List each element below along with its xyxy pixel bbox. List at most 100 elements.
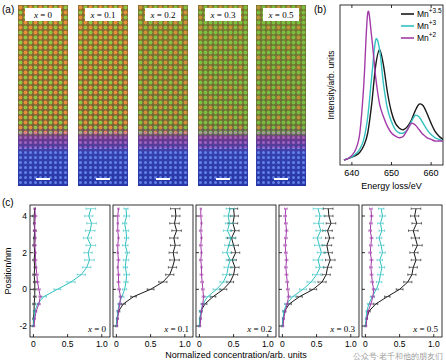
x-tick — [282, 334, 283, 337]
scale-bar — [96, 178, 110, 180]
x-tick — [433, 334, 434, 337]
map-film — [18, 5, 68, 135]
map-interface — [198, 132, 248, 150]
x-tick-label: 0.5 — [311, 339, 323, 349]
figure: (a) x = 0 x = 0.1 x = 0.2 x = 0.3 x = 0.5 (b) 6… — [0, 0, 446, 363]
value-text: = 0 — [92, 324, 107, 334]
y-tick — [30, 252, 33, 253]
map-interface — [138, 132, 188, 150]
scale-bar — [156, 178, 170, 180]
x-axis-title: Energy loss/eV — [361, 181, 422, 191]
x-tick — [33, 334, 34, 337]
scale-bar — [216, 178, 230, 180]
value-text: = 0.5 — [417, 324, 438, 334]
plot-frame — [113, 205, 193, 337]
map-label-box — [85, 8, 121, 21]
plot-area — [33, 207, 97, 327]
map-label-box — [205, 8, 241, 21]
panel-annotation: x = 0.2 — [246, 324, 272, 334]
plot-area — [116, 207, 182, 327]
legend-swatch — [401, 13, 414, 15]
map-film — [78, 5, 128, 135]
y-tick — [362, 289, 365, 290]
x-tick — [351, 5, 352, 8]
profile-line — [282, 209, 331, 326]
map-substrate — [198, 148, 248, 186]
plot-frame — [196, 205, 276, 337]
profile-line — [199, 209, 235, 326]
y-tick-label: 0 — [22, 284, 27, 294]
value-text: = 0.2 — [155, 10, 176, 20]
panel-label: (b) — [314, 4, 326, 15]
map-label: x = 0.5 — [268, 10, 294, 20]
x-tick-label: 1.0 — [262, 339, 274, 349]
map-interface — [18, 132, 68, 150]
y-tick — [196, 252, 199, 253]
profile-line — [365, 209, 417, 326]
map-base — [78, 5, 128, 186]
panel-label: (a) — [2, 4, 14, 15]
x-tick-label: 640 — [344, 168, 359, 178]
x-tick-label: 0 — [280, 339, 285, 349]
profile-line — [366, 209, 374, 326]
x-tick — [391, 5, 392, 8]
value-text: = 0.2 — [251, 324, 272, 334]
profile-line — [282, 209, 321, 326]
x-tick — [431, 162, 432, 165]
x-tick — [67, 334, 68, 337]
profile-line — [116, 209, 127, 326]
y-tick-label: 2 — [22, 248, 27, 258]
map-substrate — [78, 148, 128, 186]
x-tick — [399, 334, 400, 337]
x-tick — [267, 334, 268, 337]
plot-area — [282, 207, 336, 327]
x-tick-label: 0 — [114, 339, 119, 349]
x-tick-label: 0.5 — [394, 339, 406, 349]
x-tick-label: 0.5 — [145, 339, 157, 349]
profile-line — [365, 209, 382, 326]
y-tick — [279, 252, 282, 253]
x-tick — [150, 334, 151, 337]
y-tick — [362, 216, 365, 217]
profile-line — [283, 209, 288, 326]
profile-line — [33, 209, 91, 326]
y-tick-label: 4 — [22, 211, 27, 221]
value-text: = 0.1 — [168, 324, 189, 334]
map-film — [256, 5, 306, 135]
x-tick-label: 650 — [384, 168, 399, 178]
x-tick — [351, 162, 352, 165]
legend-superscript: +3 — [429, 19, 437, 26]
x-tick-label: 660 — [424, 168, 439, 178]
panel-annotation: x = 0.1 — [163, 324, 189, 334]
legend-superscript: +3.5 — [429, 7, 442, 14]
profile-line — [34, 209, 40, 326]
plot-frame — [279, 205, 359, 337]
map-substrate — [18, 148, 68, 186]
panel-annotation: x = 0.5 — [412, 324, 438, 334]
legend-swatch — [401, 25, 414, 27]
map-label: x = 0.3 — [210, 10, 236, 20]
plot-frame — [340, 5, 443, 165]
panel-annotation: x = 0.3 — [329, 324, 355, 334]
map-base — [138, 5, 188, 186]
spectrum-line — [344, 11, 443, 160]
map-interface — [256, 132, 306, 150]
value-text: = 0 — [38, 10, 53, 20]
x-tick — [316, 334, 317, 337]
plot-area — [199, 207, 240, 327]
profile-line — [200, 209, 203, 326]
map-label: x = 0.1 — [90, 10, 116, 20]
y-tick — [279, 216, 282, 217]
legend-label: Mn+3.5 — [417, 7, 442, 19]
map-label: x = 0 — [33, 10, 53, 20]
map-tint — [138, 5, 188, 135]
scale-bar — [274, 178, 288, 180]
legend-base: Mn — [417, 21, 429, 31]
profile-line — [116, 209, 176, 326]
map — [198, 5, 248, 186]
map-film — [198, 5, 248, 135]
y-tick — [196, 289, 199, 290]
x-tick-label: 1.0 — [345, 339, 357, 349]
y-tick — [196, 216, 199, 217]
y-tick — [30, 289, 33, 290]
